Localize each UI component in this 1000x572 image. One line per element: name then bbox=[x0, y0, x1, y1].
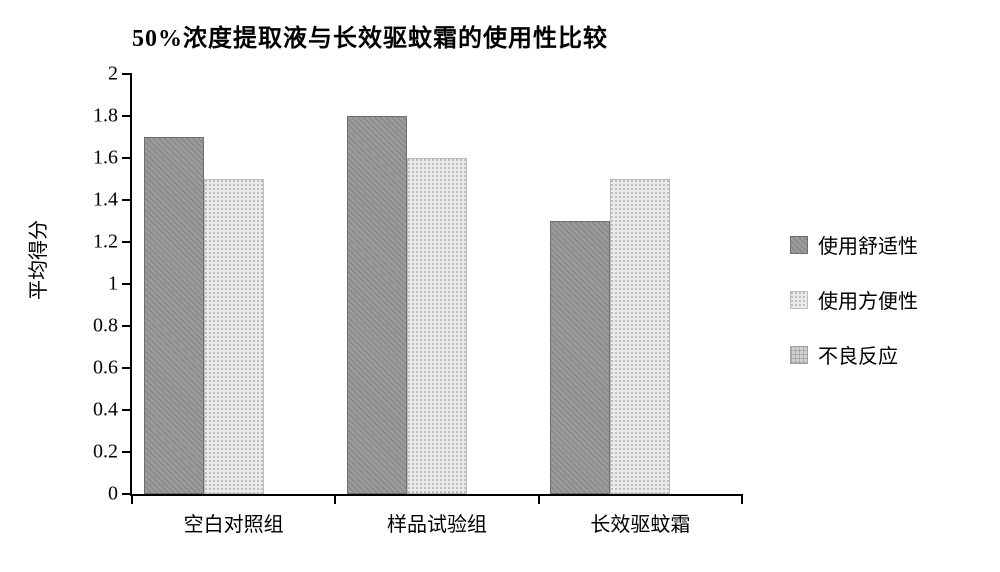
legend-swatch bbox=[790, 291, 808, 309]
y-tick-label: 0.4 bbox=[93, 399, 118, 422]
y-tick-label: 0 bbox=[108, 483, 118, 506]
legend-label: 不良反应 bbox=[818, 340, 898, 369]
y-tick-label: 1.8 bbox=[93, 105, 118, 128]
y-tick bbox=[122, 367, 132, 369]
x-category-label: 空白对照组 bbox=[184, 508, 284, 537]
legend: 使用舒适性使用方便性不良反应 bbox=[790, 230, 918, 395]
bar bbox=[610, 179, 670, 494]
x-category-label: 样品试验组 bbox=[387, 508, 487, 537]
legend-label: 使用舒适性 bbox=[818, 230, 918, 259]
x-tick bbox=[538, 494, 540, 504]
y-tick bbox=[122, 241, 132, 243]
legend-item: 使用方便性 bbox=[790, 285, 918, 314]
chart-root: 50%浓度提取液与长效驱蚊霜的使用性比较 平均得分 00.20.40.60.81… bbox=[0, 0, 1000, 572]
legend-swatch bbox=[790, 346, 808, 364]
y-tick bbox=[122, 451, 132, 453]
legend-label: 使用方便性 bbox=[818, 285, 918, 314]
x-tick bbox=[131, 494, 133, 504]
y-tick bbox=[122, 325, 132, 327]
bar bbox=[144, 137, 204, 494]
y-tick bbox=[122, 199, 132, 201]
y-tick bbox=[122, 157, 132, 159]
bar bbox=[407, 158, 467, 494]
y-tick bbox=[122, 283, 132, 285]
legend-item: 不良反应 bbox=[790, 340, 918, 369]
y-tick-label: 2 bbox=[108, 63, 118, 86]
y-tick-label: 1.2 bbox=[93, 231, 118, 254]
y-tick-label: 0.2 bbox=[93, 441, 118, 464]
y-axis-label: 平均得分 bbox=[22, 220, 51, 300]
x-tick bbox=[741, 494, 743, 504]
legend-item: 使用舒适性 bbox=[790, 230, 918, 259]
plot-area: 00.20.40.60.811.21.41.61.82空白对照组样品试验组长效驱… bbox=[130, 74, 742, 496]
chart-title: 50%浓度提取液与长效驱蚊霜的使用性比较 bbox=[0, 18, 740, 53]
y-tick bbox=[122, 115, 132, 117]
bar bbox=[204, 179, 264, 494]
y-tick-label: 1 bbox=[108, 273, 118, 296]
legend-swatch bbox=[790, 236, 808, 254]
y-tick bbox=[122, 409, 132, 411]
bar bbox=[550, 221, 610, 494]
y-tick bbox=[122, 73, 132, 75]
bar bbox=[347, 116, 407, 494]
y-tick-label: 1.4 bbox=[93, 189, 118, 212]
x-tick bbox=[334, 494, 336, 504]
x-category-label: 长效驱蚊霜 bbox=[590, 508, 690, 537]
y-tick-label: 0.8 bbox=[93, 315, 118, 338]
y-tick-label: 1.6 bbox=[93, 147, 118, 170]
y-tick-label: 0.6 bbox=[93, 357, 118, 380]
